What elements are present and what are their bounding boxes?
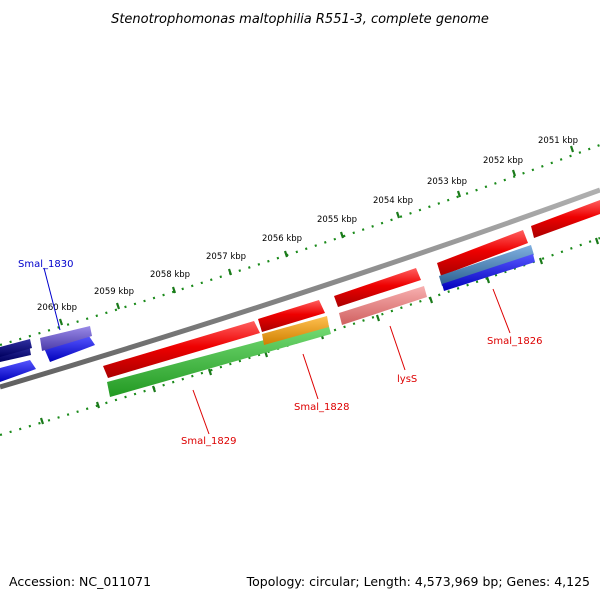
cds-feature-steel-smal1826 bbox=[439, 245, 534, 286]
cds-feature-red-lysS-above bbox=[334, 268, 421, 307]
scale-label: 2060 kbp bbox=[37, 303, 77, 313]
gene-labels: Smal_1830 Smal_1829 Smal_1828 lysS Smal_… bbox=[18, 259, 542, 447]
cds-feature-blue-left bbox=[0, 360, 36, 382]
cds-feature-blue-smal1826 bbox=[442, 254, 535, 291]
genome-backbone bbox=[0, 187, 600, 390]
scale-label: 2055 kbp bbox=[317, 215, 357, 225]
gene-label-smal1829[interactable]: Smal_1829 bbox=[181, 436, 236, 447]
scale-label: 2051 kbp bbox=[538, 136, 578, 146]
tick-2053-mark bbox=[456, 190, 462, 198]
scale-label: 2058 kbp bbox=[150, 270, 190, 280]
gene-label-lysS[interactable]: lysS bbox=[397, 374, 417, 385]
tick-2052-mark bbox=[511, 169, 517, 177]
outer-major-ticks bbox=[58, 145, 575, 326]
cds-feature-orange-smal1828 bbox=[262, 316, 329, 345]
inner-major-ticks bbox=[39, 237, 600, 425]
leader-smal1828 bbox=[302, 353, 319, 400]
gene-label-smal1826[interactable]: Smal_1826 bbox=[487, 336, 542, 347]
scale-label: 2057 kbp bbox=[206, 252, 246, 262]
leader-lysS bbox=[389, 325, 406, 371]
cds-feature-blue-fwd bbox=[44, 336, 95, 362]
gene-label-smal1828[interactable]: Smal_1828 bbox=[294, 402, 349, 413]
tick-2060-mark bbox=[58, 318, 64, 326]
tick-2051-mark bbox=[569, 145, 575, 153]
map-title: Stenotrophomonas maltophilia R551-3, com… bbox=[111, 12, 489, 27]
cds-feature-red-smal1828-above bbox=[258, 300, 325, 332]
scale-label: 2056 kbp bbox=[262, 234, 302, 244]
tick-2059-mark bbox=[115, 302, 121, 310]
tick-2057-mark bbox=[227, 268, 233, 276]
forward-strand-features bbox=[0, 200, 600, 378]
reverse-strand-features bbox=[0, 245, 535, 397]
leader-smal1826 bbox=[492, 288, 511, 334]
tick-2058-mark bbox=[171, 286, 177, 294]
cds-feature-navy-top bbox=[0, 339, 32, 357]
scale-label: 2059 kbp bbox=[94, 287, 134, 297]
label-leaders bbox=[43, 267, 511, 435]
leader-smal1829 bbox=[192, 389, 210, 435]
leader-smal1830 bbox=[43, 267, 61, 331]
cds-feature-purple bbox=[40, 326, 92, 351]
tick-2054-mark bbox=[395, 211, 401, 219]
scale-label: 2054 kbp bbox=[373, 196, 413, 206]
genome-summary-text: Topology: circular; Length: 4,573,969 bp… bbox=[246, 574, 590, 589]
accession-text: Accession: NC_011071 bbox=[9, 574, 151, 589]
tick-2056-mark bbox=[283, 250, 289, 258]
cds-feature-red-smal1829-above bbox=[103, 321, 260, 378]
scale-label: 2053 kbp bbox=[427, 177, 467, 187]
cds-feature-red-smal1826-above bbox=[437, 230, 528, 276]
cds-feature-red-right bbox=[531, 200, 600, 238]
tick-2055-mark bbox=[339, 231, 345, 239]
scale-labels: 2051 kbp 2052 kbp 2053 kbp 2054 kbp 2055… bbox=[37, 136, 578, 313]
gene-label-smal1830[interactable]: Smal_1830 bbox=[18, 259, 73, 270]
scale-label: 2052 kbp bbox=[483, 156, 523, 166]
cds-feature-pink-lysS bbox=[339, 286, 427, 325]
